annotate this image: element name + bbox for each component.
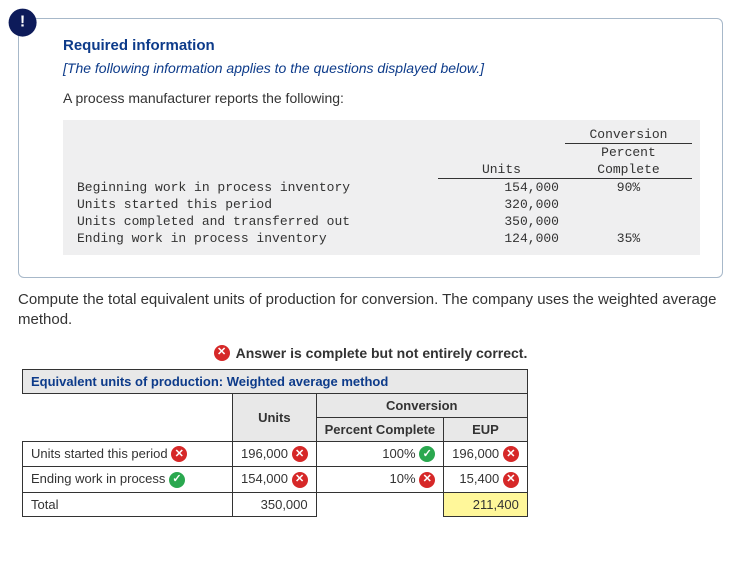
col-pct-complete: Percent Complete: [316, 417, 444, 441]
alert-badge-icon: !: [9, 9, 37, 37]
cell-units[interactable]: 196,000: [241, 446, 288, 461]
wrong-icon: ✕: [292, 472, 308, 488]
feedback-text: Answer is complete but not entirely corr…: [236, 345, 528, 361]
answer-table-wrap: Equivalent units of production: Weighted…: [22, 369, 719, 517]
answer-row: Ending work in process ✓ 154,000 ✕ 10% ✕…: [23, 467, 528, 493]
col-units: Units: [233, 393, 317, 441]
col-conv: Conversion: [565, 126, 692, 144]
answer-total-row: Total 350,000 211,400: [23, 492, 528, 516]
required-intro: A process manufacturer reports the follo…: [63, 90, 700, 106]
required-title: Required information: [63, 37, 700, 54]
cell-units[interactable]: 154,000: [241, 471, 288, 486]
correct-icon: ✓: [419, 446, 435, 462]
col-complete: Complete: [565, 161, 692, 179]
row-pct: [565, 196, 692, 213]
wrong-icon: ✕: [419, 472, 435, 488]
feedback-banner: ✕ Answer is complete but not entirely co…: [22, 345, 719, 361]
row-pct: 35%: [565, 230, 692, 247]
answer-table: Equivalent units of production: Weighted…: [22, 369, 528, 517]
data-table: Conversion Percent Units Complete Beginn…: [71, 126, 692, 247]
wrong-icon: ✕: [503, 446, 519, 462]
required-subtitle: [The following information applies to th…: [63, 60, 700, 76]
col-units: Units: [438, 161, 565, 179]
row-units: 124,000: [438, 230, 565, 247]
wrong-icon: ✕: [171, 446, 187, 462]
row-label: Units completed and transferred out: [71, 213, 438, 230]
correct-icon: ✓: [169, 472, 185, 488]
data-row: Beginning work in process inventory 154,…: [71, 179, 692, 197]
data-row: Units completed and transferred out 350,…: [71, 213, 692, 230]
cell-pct[interactable]: 100%: [382, 446, 415, 461]
data-table-wrap: Conversion Percent Units Complete Beginn…: [63, 120, 700, 255]
col-eup: EUP: [444, 417, 528, 441]
wrong-icon: ✕: [214, 345, 230, 361]
answer-title: Equivalent units of production: Weighted…: [23, 369, 528, 393]
wrong-icon: ✕: [292, 446, 308, 462]
wrong-icon: ✕: [503, 472, 519, 488]
row-label: Beginning work in process inventory: [71, 179, 438, 197]
answer-row: Units started this period ✕ 196,000 ✕ 10…: [23, 441, 528, 467]
data-row: Units started this period 320,000: [71, 196, 692, 213]
row-pct: [565, 213, 692, 230]
row-units: 350,000: [438, 213, 565, 230]
col-conversion: Conversion: [316, 393, 527, 417]
cell-pct[interactable]: 10%: [390, 471, 416, 486]
row-units: 320,000: [438, 196, 565, 213]
question-text: Compute the total equivalent units of pr…: [18, 290, 723, 331]
cell-eup: 196,000: [452, 446, 499, 461]
row-label[interactable]: Units started this period: [31, 446, 168, 461]
row-label: Ending work in process inventory: [71, 230, 438, 247]
info-card: ! Required information [The following in…: [18, 18, 723, 278]
data-row: Ending work in process inventory 124,000…: [71, 230, 692, 247]
row-label[interactable]: Ending work in process: [31, 471, 165, 486]
cell-eup: 15,400: [459, 471, 499, 486]
row-units: 154,000: [438, 179, 565, 197]
total-label: Total: [23, 492, 233, 516]
total-eup: 211,400: [444, 492, 528, 516]
row-pct: 90%: [565, 179, 692, 197]
col-percent: Percent: [565, 144, 692, 162]
row-label: Units started this period: [71, 196, 438, 213]
total-units: 350,000: [233, 492, 317, 516]
